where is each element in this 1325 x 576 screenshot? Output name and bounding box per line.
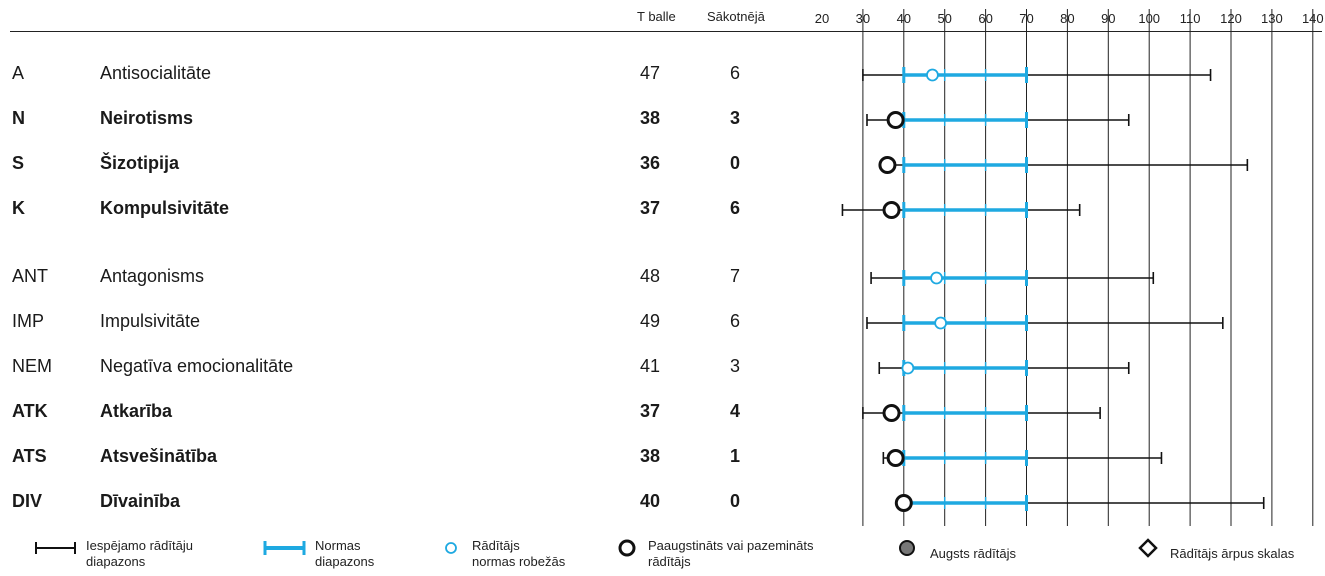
scale-name: Antisocialitāte: [100, 63, 212, 83]
x-tick-label: 30: [856, 11, 870, 26]
t-score: 41: [639, 356, 660, 376]
table-row: N Neirotisms 38 3: [0, 104, 790, 134]
raw-score: 3: [729, 356, 740, 376]
table-row: S Šizotipija 36 0: [0, 149, 790, 179]
scale-name: Atsvešinātība: [100, 446, 218, 466]
table-row: ATK Atkarība 37 4: [0, 397, 790, 427]
table-row: ANT Antagonisms 48 7: [0, 262, 790, 292]
scale-code: NEM: [12, 356, 52, 376]
t-score: 48: [639, 266, 660, 286]
x-tick-label: 110: [1180, 11, 1201, 26]
table-row: K Kompulsivitāte 37 6: [0, 194, 790, 224]
score-marker: [930, 271, 943, 285]
range-legend-icon: [35, 542, 76, 554]
t-score: 37: [639, 198, 660, 218]
scale-name: Dīvainība: [100, 491, 181, 511]
table-row: IMP Impulsivitāte 49 6: [0, 307, 790, 337]
raw-score: 7: [729, 266, 740, 286]
score-marker: [878, 156, 897, 174]
raw-score: 0: [729, 153, 740, 173]
t-score: 49: [639, 311, 660, 331]
scale-name: Impulsivitāte: [100, 311, 201, 331]
x-tick-label: 100: [1138, 11, 1160, 26]
scale-name: Atkarība: [100, 401, 173, 421]
x-tick-label: 90: [1101, 11, 1115, 26]
raw-score: 4: [729, 401, 740, 421]
scale-code: ATS: [12, 446, 47, 466]
header-t-score: T balle: [637, 9, 676, 24]
scale-code: N: [12, 108, 25, 128]
score-marker: [886, 449, 905, 467]
x-tick-label: 50: [937, 11, 951, 26]
raw-score: 6: [729, 63, 740, 83]
high-score-legend-icon: [899, 540, 915, 556]
table-row: ATS Atsvešinātība 38 1: [0, 442, 790, 472]
scale-name: Neirotisms: [100, 108, 194, 128]
header-rule: [10, 31, 1322, 32]
raw-score: 3: [729, 108, 740, 128]
scale-code: K: [12, 198, 25, 218]
score-marker: [882, 404, 901, 422]
scale-name: Antagonisms: [100, 266, 205, 286]
t-score: 36: [639, 153, 660, 173]
scale-code: S: [12, 153, 25, 173]
t-score: 38: [639, 446, 660, 466]
x-tick-label: 80: [1060, 11, 1074, 26]
x-tick-label: 120: [1220, 11, 1242, 26]
scale-name: Kompulsivitāte: [100, 198, 230, 218]
norm-legend-icon: [263, 541, 306, 555]
table-row: A Antisocialitāte 47 6: [0, 59, 790, 89]
norm-legend-label: Normas diapazons: [315, 538, 375, 569]
t-score: 40: [639, 491, 660, 511]
scale-name: Negatīva emocionalitāte: [100, 356, 294, 376]
range-legend-label: Iespējamo rādītāju diapazons: [86, 538, 193, 569]
outside-scale-legend-label: Rādītājs ārpus skalas: [1170, 546, 1295, 561]
score-marker: [886, 111, 905, 129]
t-score: 47: [639, 63, 660, 83]
x-tick-label: 140: [1302, 11, 1324, 26]
score-marker: [926, 68, 939, 82]
score-marker: [901, 361, 915, 375]
scale-code: A: [12, 63, 25, 83]
scale-name: Šizotipija: [100, 153, 180, 173]
t-score: 37: [639, 401, 660, 421]
x-tick-label: 130: [1261, 11, 1283, 26]
raw-score: 6: [729, 198, 740, 218]
scale-code: ANT: [12, 266, 48, 286]
raw-score: 6: [729, 311, 740, 331]
raw-score: 1: [729, 446, 740, 466]
score-marker: [894, 494, 913, 512]
within-norm-legend-icon: [445, 542, 457, 554]
scale-code: ATK: [12, 401, 48, 421]
score-marker: [934, 316, 948, 330]
t-score: 38: [639, 108, 660, 128]
score-marker: [882, 201, 901, 219]
within-norm-legend-label: Rādītājs normas robežās: [472, 538, 566, 569]
abnormal-legend-icon: [618, 539, 636, 557]
table-row: NEM Negatīva emocionalitāte 41 3: [0, 352, 790, 382]
x-tick-label: 20: [815, 11, 829, 26]
raw-score: 0: [729, 491, 740, 511]
header-raw-score: Sākotnējā: [707, 9, 765, 24]
table-row: DIV Dīvainība 40 0: [0, 487, 790, 517]
high-score-legend-label: Augsts rādītājs: [930, 546, 1016, 561]
x-tick-label: 60: [978, 11, 992, 26]
scale-code: IMP: [12, 311, 45, 331]
x-tick-label: 70: [1019, 11, 1033, 26]
outside-scale-legend-icon: [1138, 538, 1158, 558]
scale-code: DIV: [12, 491, 43, 511]
x-tick-label: 40: [897, 11, 911, 26]
abnormal-legend-label: Paaugstināts vai pazemināts rādītājs: [648, 538, 814, 569]
